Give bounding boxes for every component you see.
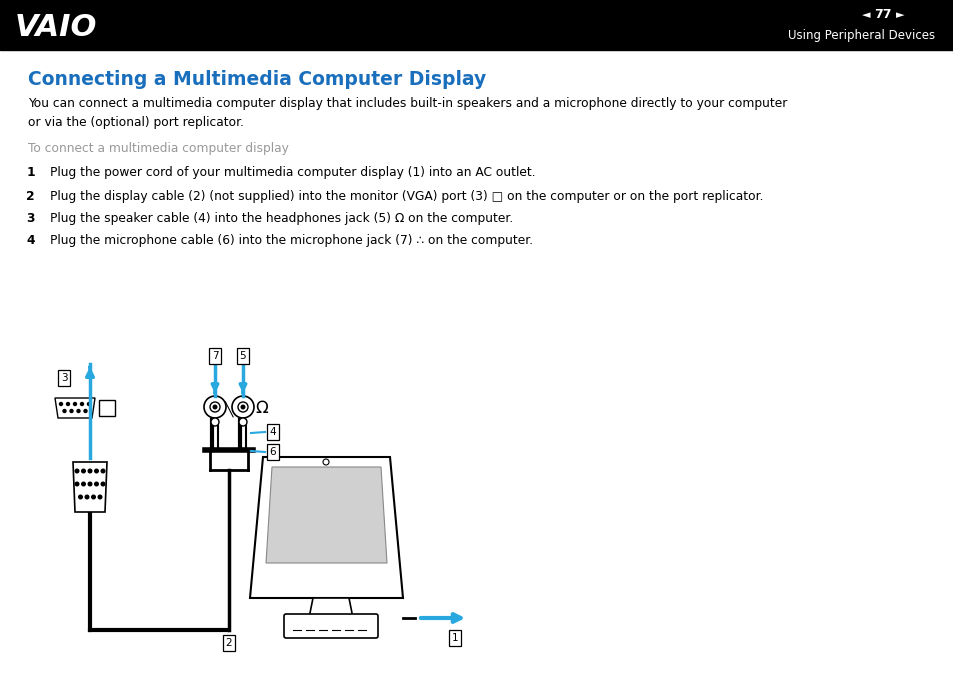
Circle shape bbox=[91, 495, 95, 499]
Circle shape bbox=[239, 418, 247, 426]
Circle shape bbox=[94, 469, 98, 472]
Circle shape bbox=[70, 410, 73, 412]
Text: ◄: ◄ bbox=[861, 10, 869, 20]
Text: 1: 1 bbox=[451, 633, 457, 643]
Circle shape bbox=[240, 404, 245, 410]
Text: 4: 4 bbox=[27, 234, 35, 247]
Circle shape bbox=[94, 482, 98, 486]
Circle shape bbox=[80, 402, 84, 406]
Circle shape bbox=[85, 495, 89, 499]
Text: Ω: Ω bbox=[255, 399, 268, 417]
Circle shape bbox=[323, 459, 329, 465]
Polygon shape bbox=[309, 598, 353, 618]
Circle shape bbox=[101, 469, 105, 472]
Circle shape bbox=[78, 495, 82, 499]
Text: Using Peripheral Devices: Using Peripheral Devices bbox=[787, 30, 934, 42]
Text: 5: 5 bbox=[239, 351, 246, 361]
Text: VAIO: VAIO bbox=[15, 13, 97, 42]
Text: 6: 6 bbox=[270, 447, 276, 457]
Circle shape bbox=[67, 402, 70, 406]
Circle shape bbox=[211, 418, 219, 426]
Text: 4: 4 bbox=[270, 427, 276, 437]
Text: 2: 2 bbox=[226, 638, 233, 648]
Circle shape bbox=[232, 396, 253, 418]
Circle shape bbox=[213, 404, 217, 410]
Polygon shape bbox=[55, 398, 95, 418]
Polygon shape bbox=[250, 457, 402, 598]
Text: Plug the display cable (2) (not supplied) into the monitor (VGA) port (3) □ on t: Plug the display cable (2) (not supplied… bbox=[50, 190, 762, 203]
Circle shape bbox=[204, 396, 226, 418]
FancyBboxPatch shape bbox=[284, 614, 377, 638]
Text: Plug the microphone cable (6) into the microphone jack (7) ∴ on the computer.: Plug the microphone cable (6) into the m… bbox=[50, 234, 533, 247]
Text: ╲: ╲ bbox=[225, 401, 233, 417]
Circle shape bbox=[237, 402, 248, 412]
Circle shape bbox=[98, 495, 102, 499]
Text: 7: 7 bbox=[212, 351, 218, 361]
Circle shape bbox=[210, 402, 220, 412]
Bar bbox=[99, 400, 115, 416]
Circle shape bbox=[88, 402, 91, 406]
Text: ►: ► bbox=[895, 10, 903, 20]
Text: Plug the power cord of your multimedia computer display (1) into an AC outlet.: Plug the power cord of your multimedia c… bbox=[50, 166, 535, 179]
Circle shape bbox=[59, 402, 63, 406]
Text: 2: 2 bbox=[27, 190, 35, 203]
Circle shape bbox=[73, 402, 76, 406]
Text: You can connect a multimedia computer display that includes built-in speakers an: You can connect a multimedia computer di… bbox=[28, 97, 786, 129]
Circle shape bbox=[77, 410, 80, 412]
Text: 3: 3 bbox=[61, 373, 68, 383]
Polygon shape bbox=[266, 467, 387, 563]
Circle shape bbox=[75, 469, 79, 472]
Circle shape bbox=[82, 469, 85, 472]
Text: Plug the speaker cable (4) into the headphones jack (5) Ω on the computer.: Plug the speaker cable (4) into the head… bbox=[50, 212, 513, 225]
Text: 3: 3 bbox=[27, 212, 35, 225]
Circle shape bbox=[101, 482, 105, 486]
Circle shape bbox=[82, 482, 85, 486]
Circle shape bbox=[88, 469, 91, 472]
Circle shape bbox=[63, 410, 66, 412]
Text: Connecting a Multimedia Computer Display: Connecting a Multimedia Computer Display bbox=[28, 70, 486, 89]
Text: 77: 77 bbox=[873, 9, 891, 22]
Circle shape bbox=[88, 482, 91, 486]
Text: 1: 1 bbox=[27, 166, 35, 179]
Circle shape bbox=[84, 410, 87, 412]
Text: To connect a multimedia computer display: To connect a multimedia computer display bbox=[28, 142, 289, 155]
Polygon shape bbox=[73, 462, 107, 512]
Bar bbox=[0, 0, 953, 50]
Circle shape bbox=[75, 482, 79, 486]
